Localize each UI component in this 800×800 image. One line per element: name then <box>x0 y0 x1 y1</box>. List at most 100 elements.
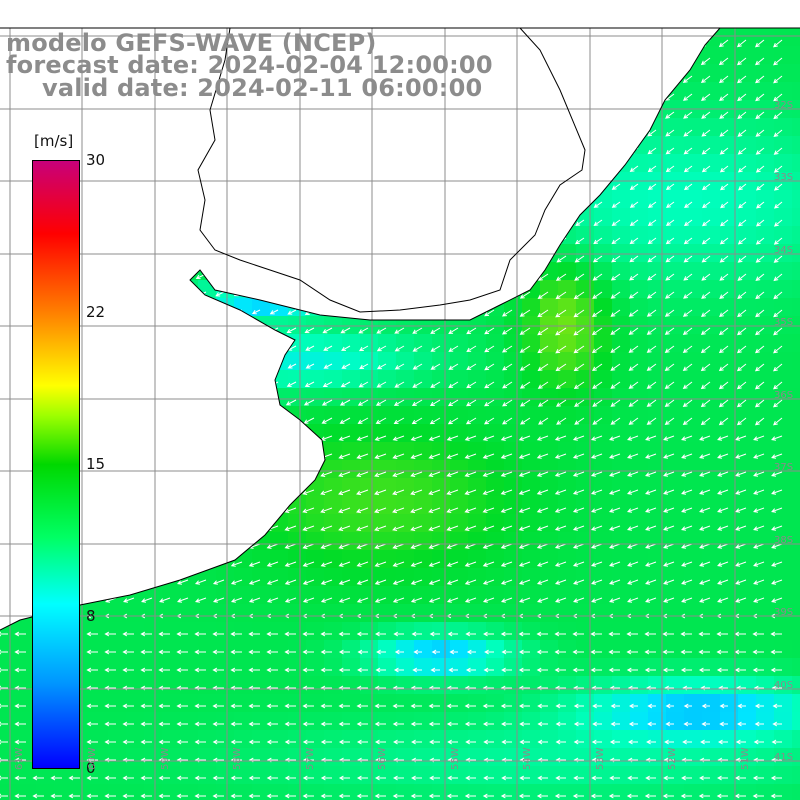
wind-arrow <box>500 435 513 441</box>
speed-cell <box>252 568 270 586</box>
wind-arrow <box>359 363 369 369</box>
wind-arrow <box>770 667 782 673</box>
wind-arrow <box>104 667 116 673</box>
wind-arrow <box>701 721 710 727</box>
lat-label: 34S <box>774 245 794 256</box>
wind-arrow <box>284 703 296 709</box>
wind-arrow <box>304 381 315 387</box>
wind-arrow <box>662 631 674 637</box>
lon-label: 59W <box>160 747 171 770</box>
wind-arrow <box>663 489 675 495</box>
speed-cell <box>522 388 540 406</box>
speed-cell <box>774 64 792 82</box>
wind-arrow <box>230 775 242 781</box>
wind-arrow <box>466 363 477 371</box>
speed-cell <box>90 604 108 622</box>
wind-arrow <box>719 111 729 119</box>
wind-arrow <box>734 667 746 673</box>
wind-arrow <box>554 453 567 459</box>
wind-arrow <box>698 793 710 799</box>
wind-arrow <box>609 597 621 603</box>
speed-cell <box>522 640 540 658</box>
speed-cell <box>576 568 594 586</box>
speed-cell <box>612 370 630 388</box>
wind-arrow <box>718 345 729 354</box>
wind-arrow <box>266 721 278 727</box>
speed-cell <box>378 658 396 676</box>
speed-cell <box>144 676 162 694</box>
wind-arrow <box>446 525 459 531</box>
speed-cell <box>252 622 270 640</box>
speed-cell <box>756 676 774 694</box>
speed-cell <box>432 550 450 568</box>
wind-arrow <box>392 703 404 709</box>
wind-arrow <box>699 435 711 441</box>
speed-cell <box>288 730 306 748</box>
speed-cell <box>702 370 720 388</box>
speed-cell <box>720 118 738 136</box>
wind-arrow <box>645 597 657 603</box>
wind-arrow <box>320 489 333 496</box>
speed-cell <box>594 586 612 604</box>
speed-cell <box>90 694 108 712</box>
speed-cell <box>0 658 18 676</box>
wind-arrow <box>591 327 603 336</box>
speed-cell <box>540 712 558 730</box>
speed-cell <box>558 262 576 280</box>
wind-arrow <box>122 739 134 745</box>
speed-cell <box>324 568 342 586</box>
speed-cell <box>684 568 702 586</box>
wind-arrow <box>736 721 746 727</box>
speed-cell <box>738 82 756 100</box>
speed-cell <box>396 622 414 640</box>
wind-arrow <box>629 183 639 190</box>
wind-arrow <box>230 667 242 673</box>
speed-cell <box>684 496 702 514</box>
speed-cell <box>738 514 756 532</box>
speed-cell <box>198 622 216 640</box>
speed-cell <box>234 676 252 694</box>
speed-cell <box>198 766 216 784</box>
speed-cell <box>738 766 756 784</box>
speed-cell <box>468 568 486 586</box>
wind-arrow <box>284 793 296 799</box>
speed-cell <box>522 604 540 622</box>
speed-cell <box>360 712 378 730</box>
wind-arrow <box>410 543 423 549</box>
wind-arrow <box>611 201 621 208</box>
wind-arrow <box>338 739 350 745</box>
speed-cell <box>612 442 630 460</box>
wind-arrow <box>338 507 351 514</box>
speed-cell <box>198 694 216 712</box>
speed-cell <box>684 676 702 694</box>
speed-cell <box>162 694 180 712</box>
wind-arrow <box>684 201 693 209</box>
speed-cell <box>720 316 738 334</box>
wind-arrow <box>140 793 152 799</box>
speed-cell <box>756 532 774 550</box>
wind-arrow <box>304 327 315 334</box>
wind-arrow <box>374 775 386 781</box>
speed-cell <box>774 550 792 568</box>
speed-cell <box>630 748 648 766</box>
wind-arrow <box>446 597 459 603</box>
speed-cell <box>720 604 738 622</box>
speed-cell <box>0 784 18 800</box>
wind-arrow <box>518 631 530 637</box>
model-title: modelo GEFS-WAVE (NCEP) <box>6 29 377 57</box>
speed-cell <box>720 388 738 406</box>
speed-cell <box>738 370 756 388</box>
wind-arrow <box>375 667 386 673</box>
wind-arrow <box>374 507 387 514</box>
wind-arrow <box>700 75 711 84</box>
speed-cell <box>684 748 702 766</box>
speed-cell <box>486 406 504 424</box>
speed-cell <box>756 568 774 586</box>
speed-cell <box>504 784 522 800</box>
wind-arrow <box>572 453 585 459</box>
wind-arrow <box>248 775 260 781</box>
wind-arrow <box>410 453 423 459</box>
wind-arrow <box>411 417 423 425</box>
wind-arrow <box>248 597 261 603</box>
speed-cell <box>126 622 144 640</box>
